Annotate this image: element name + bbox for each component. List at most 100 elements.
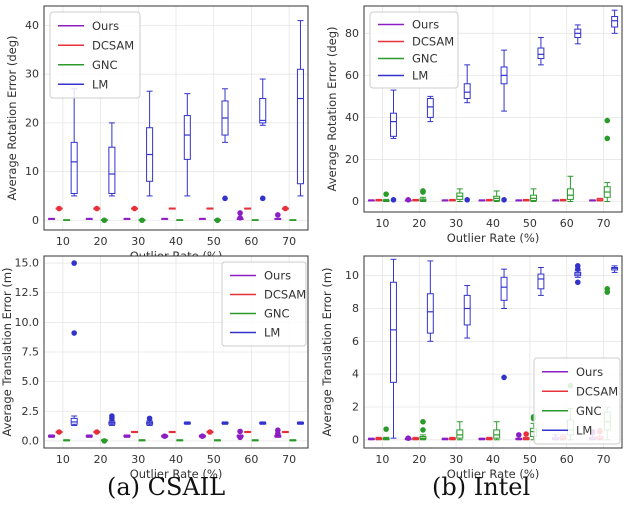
box-ours [236, 428, 244, 441]
x-tick-label: 70 [282, 453, 296, 466]
box-body [390, 112, 397, 137]
x-tick-label: 70 [282, 235, 296, 248]
y-tick-label: 6 [352, 335, 359, 348]
y-tick-label: 4 [352, 368, 359, 381]
x-tick-label: 60 [560, 453, 574, 466]
outlier-point [420, 427, 426, 433]
box-body [463, 83, 471, 99]
box-ours [198, 217, 206, 220]
box-dcsam [244, 207, 252, 210]
box-dcsam [93, 429, 101, 435]
box-body [390, 281, 397, 383]
legend-label: DCSAM [576, 384, 618, 398]
box-ours [85, 217, 93, 220]
box-ours [515, 432, 523, 441]
box-ours [274, 427, 282, 438]
box-gnc [456, 188, 464, 202]
outlier-point [161, 433, 168, 439]
box-body [566, 188, 574, 200]
x-tick-label: 20 [412, 217, 426, 230]
box-gnc [251, 219, 259, 221]
y-tick-label: 7.5 [22, 346, 40, 359]
box-body [426, 293, 434, 334]
box-dcsam [522, 431, 530, 441]
outlier-point [405, 435, 412, 441]
series-dcsam [55, 205, 289, 212]
box-lm [463, 285, 471, 339]
box-lm [221, 88, 229, 202]
legend-label: LM [412, 69, 428, 83]
y-tick-label: 10 [345, 269, 359, 282]
box-dcsam [522, 198, 530, 202]
box-gnc [138, 439, 146, 442]
outlier-point [501, 374, 507, 381]
box-ours [515, 199, 523, 202]
box-dcsam [281, 430, 289, 434]
outlier-point [101, 438, 108, 444]
y-tick-label: 0.0 [22, 434, 40, 447]
box-lm [390, 89, 397, 203]
legend-label: Ours [412, 18, 439, 32]
y-tick-label: 10.0 [15, 316, 40, 329]
x-tick-label: 60 [244, 453, 258, 466]
outlier-point [56, 429, 62, 435]
box-gnc [493, 190, 501, 202]
outlier-point [222, 195, 228, 202]
box-lm [500, 49, 508, 203]
box-dcsam [485, 436, 493, 441]
box-ours [441, 437, 449, 441]
outlier-point [516, 432, 522, 438]
legend-label: GNC [412, 52, 438, 66]
outlier-point [390, 197, 397, 203]
outlier-point [604, 117, 611, 124]
chart-csail-rotation: 01020304010203040506070Outlier Rate (%)A… [5, 5, 309, 263]
legend-label: Ours [92, 19, 119, 33]
outlier-point [101, 217, 108, 224]
x-tick-label: 50 [523, 217, 537, 230]
box-ours [161, 217, 169, 220]
box-ours [85, 434, 93, 438]
box-gnc [100, 217, 108, 224]
y-axis-label: Average Rotation Error (deg) [5, 36, 19, 201]
outlier-point [275, 212, 281, 218]
box-lm [146, 415, 154, 426]
outlier-point [146, 415, 153, 422]
box-ours [589, 199, 596, 202]
y-tick-label: 40 [25, 19, 39, 32]
outlier-point [237, 210, 243, 216]
outlier-point [131, 205, 138, 212]
legend-frame [49, 11, 141, 99]
box-lm [296, 421, 304, 425]
box-gnc [213, 217, 222, 224]
x-tick-label: 40 [486, 453, 500, 466]
legend-label: GNC [92, 58, 118, 72]
x-tick-label: 20 [412, 453, 426, 466]
box-body [456, 429, 464, 439]
caption-b: (b) Intel [432, 473, 531, 501]
axes-frame [43, 255, 309, 449]
x-tick-label: 10 [56, 453, 70, 466]
chart-intel-translation: 0 2 4 6 8 10 10 20 30 40 50 60 70 Outlier Rate (%) Ave… [320, 255, 623, 481]
box-lm [221, 421, 229, 425]
y-tick-label: 0 [352, 433, 359, 446]
box-gnc [176, 439, 184, 442]
box-gnc [63, 439, 71, 442]
y-tick-label: 2.5 [22, 405, 40, 418]
y-tick-label: 20 [345, 153, 359, 166]
axes-frame [363, 255, 623, 449]
outlier-point [237, 215, 243, 221]
outlier-point [383, 191, 389, 197]
outlier-point [282, 205, 289, 212]
x-tick-label: 60 [244, 235, 258, 248]
y-axis-label: Average Rotation Error (deg) [325, 27, 339, 192]
box-ours [367, 199, 375, 202]
axes-frame [363, 5, 623, 213]
outlier-point [420, 418, 426, 425]
y-tick-label: 5.0 [22, 375, 40, 388]
y-tick-label: 10 [25, 165, 39, 178]
outlier-point [420, 188, 426, 194]
box-ours [404, 197, 412, 203]
box-lm [574, 24, 582, 45]
series-lm [390, 9, 619, 203]
x-tick-label: 40 [486, 217, 500, 230]
